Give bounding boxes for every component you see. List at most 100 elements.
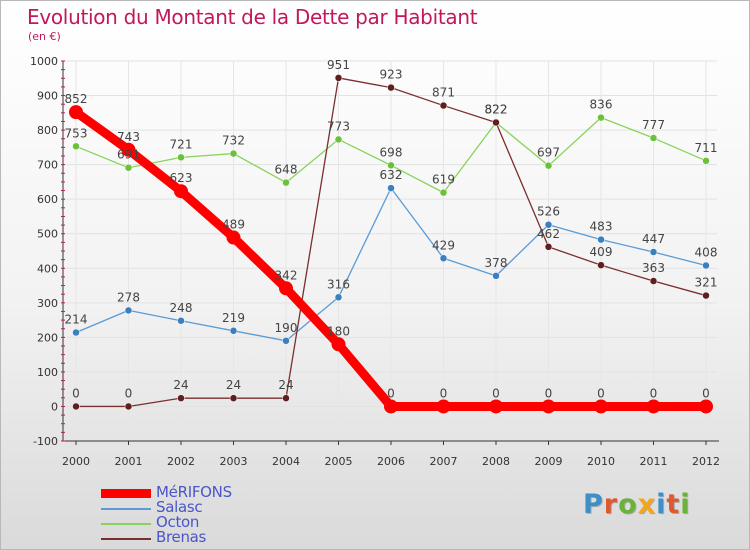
series-point-3 [331,337,346,352]
series-point-3 [279,281,293,296]
data-label: 0 [440,386,448,400]
data-label: 0 [72,386,80,400]
series-point-1 [334,135,343,144]
proxiti-logo: Proxiti [583,489,691,520]
y-tick-label: 1000 [30,55,58,68]
data-label: 190 [275,321,298,335]
data-label: 408 [695,246,718,260]
x-tick-label: 2003 [220,455,248,468]
data-label: 852 [65,92,88,106]
data-label: 489 [222,218,245,232]
data-label: 743 [117,130,140,144]
y-tick-label: 600 [37,193,58,206]
y-tick-label: 200 [37,331,58,344]
data-label: 363 [642,261,665,275]
data-label: 698 [380,145,403,159]
x-tick-label: 2005 [325,455,353,468]
chart-subtitle: (en €) [28,30,61,43]
data-label: 316 [327,277,350,291]
series-point-2 [702,291,710,300]
y-tick-label: 900 [37,90,58,103]
y-tick-label: 500 [37,228,58,241]
data-label: 632 [380,168,403,182]
legend-label: Brenas [156,528,207,546]
data-label: 321 [695,276,718,290]
series-point-0 [177,317,185,325]
data-label: 0 [387,386,395,400]
data-label: 526 [537,205,560,219]
data-label: 721 [170,137,193,151]
x-tick-label: 2008 [482,455,510,468]
series-point-0 [597,235,605,244]
data-label: 691 [117,148,140,162]
series-point-0 [124,306,133,315]
series-point-1 [72,142,80,151]
series-point-3 [69,105,83,120]
series-point-0 [439,254,448,263]
x-tick-label: 2011 [640,455,668,468]
series-point-3 [489,399,503,414]
data-label: 951 [327,58,350,72]
series-point-2 [229,394,238,402]
grid [63,60,717,442]
legend-swatch [101,489,151,498]
data-label: 0 [702,386,710,400]
data-labels: 214 278 248 219 190 316 632 429 378 526 483 447 408 7… [65,58,718,401]
series-point-1 [597,113,605,122]
data-label: 732 [222,134,245,148]
data-label: 429 [432,238,455,252]
y-tick-label: 800 [37,124,58,137]
y-tick-label: 400 [37,262,58,275]
data-label: 0 [545,386,553,400]
data-label: 0 [492,386,500,400]
series-point-0 [334,293,343,302]
x-tick-label: 2010 [587,455,615,468]
series-point-0 [72,328,80,337]
data-label: 24 [278,378,293,392]
series-point-1 [177,153,185,162]
series-point-1 [544,161,553,170]
series-point-2 [282,394,290,402]
series-point-3 [646,399,661,414]
series-point-3 [174,184,188,199]
data-label: 447 [642,232,665,246]
series-point-2 [649,277,658,285]
data-label: 219 [222,311,245,325]
data-label: 24 [226,378,241,392]
data-label: 409 [590,245,613,259]
data-label: 623 [170,171,193,185]
x-tick-label: 2004 [272,455,300,468]
series-point-3 [541,399,556,414]
series-point-0 [387,184,395,192]
data-label: 753 [65,126,88,140]
data-label: 648 [275,163,298,177]
x-tick-label: 2007 [430,455,458,468]
data-label: 462 [537,227,560,241]
series-point-3 [594,399,608,414]
series-point-2 [544,243,553,251]
data-label: 24 [173,378,188,392]
series-point-3 [699,399,713,414]
logo-letter: r [603,489,619,520]
y-tick-label: 100 [37,366,58,379]
data-label: 711 [695,141,718,155]
series-point-2 [177,394,185,402]
series-point-2 [387,83,395,92]
data-label: 278 [117,290,140,304]
series-point-3 [384,399,398,414]
logo-letter: i [680,489,691,520]
series-point-2 [334,74,343,82]
series-point-2 [439,101,448,110]
data-label: 836 [590,98,613,112]
series-point-0 [544,220,553,229]
logo-letter: x [637,489,657,520]
x-tick-label: 2001 [115,455,143,468]
series-point-1 [282,178,290,187]
data-label: 214 [65,313,88,327]
y-tick-label: 300 [37,297,58,310]
series-point-1 [387,161,395,170]
data-label: 871 [432,86,455,100]
data-label: 923 [380,68,403,82]
y-tick-label: 0 [51,400,58,413]
